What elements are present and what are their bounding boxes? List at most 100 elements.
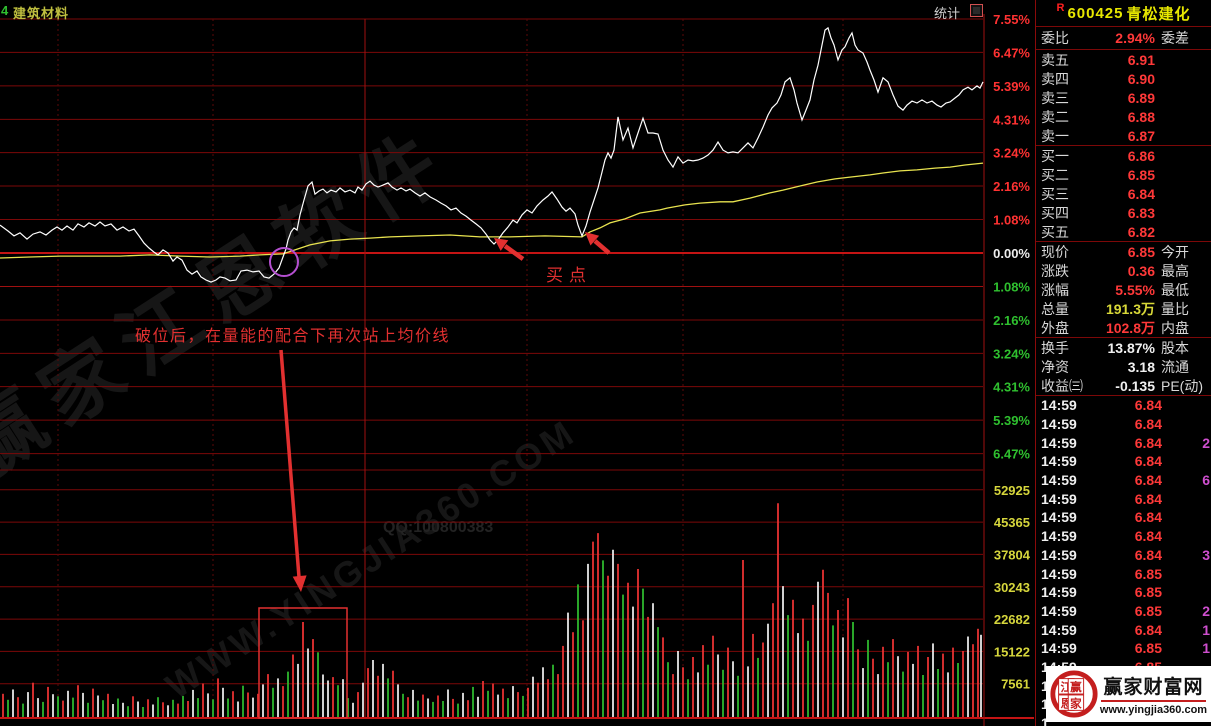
tick-price: 6.84 [1134, 453, 1162, 470]
buy-point-arrow-1-head [494, 238, 509, 251]
stat-right-label: 量比 [1161, 300, 1189, 317]
stat-row: 换手 13.87% 股本 [1036, 338, 1211, 357]
tick-row: 14:59 6.85 [1036, 583, 1211, 602]
stat-label: 现价 [1041, 243, 1069, 260]
buy-point-arrow-1 [503, 244, 525, 261]
tick-row: 14:59 6.84 6 [1036, 471, 1211, 490]
tick-price: 6.85 [1134, 584, 1162, 601]
tick-time: 14:59 [1041, 621, 1077, 638]
bid-level-row[interactable]: 买四 6.83 [1036, 203, 1211, 222]
stock-name: 青松建化 [1126, 5, 1191, 23]
ask-price: 6.88 [1127, 108, 1155, 125]
stock-header: R 600425 青松建化 [1036, 0, 1211, 27]
stat-label: 总量 [1041, 300, 1069, 317]
ask-level-row[interactable]: 卖三 6.89 [1036, 88, 1211, 107]
pct-axis-label: 2.16% [993, 179, 1030, 194]
bid-level-row[interactable]: 买五 6.82 [1036, 222, 1211, 241]
tick-time: 14:59 [1041, 472, 1077, 489]
volume-axis-label: 22682 [994, 612, 1030, 627]
tick-price: 6.84 [1134, 397, 1162, 414]
volume-axis-label: 45365 [994, 515, 1030, 530]
ask-levels: 卖五 6.91 卖四 6.90 卖三 6.89 卖二 6.88 卖一 6.87 [1036, 50, 1211, 146]
volume-pointer-arrow [279, 349, 301, 578]
rights-marker: R [1056, 2, 1065, 14]
bid-level-row[interactable]: 买三 6.84 [1036, 184, 1211, 203]
ask-level-row[interactable]: 卖一 6.87 [1036, 126, 1211, 145]
bid-price: 6.82 [1127, 223, 1155, 240]
ask-price: 6.91 [1127, 51, 1155, 68]
tick-row: 14:59 6.85 1 [1036, 639, 1211, 658]
ask-label: 卖一 [1041, 127, 1069, 144]
diagonal-watermark: WWW.YINGJIA360.COM [158, 411, 583, 707]
pct-axis-label: 1.08% [993, 213, 1030, 228]
tick-time: 1 [1041, 696, 1049, 713]
weibi-row: 委比 2.94% 委差 [1036, 27, 1211, 50]
tick-time: 14:59 [1041, 509, 1077, 526]
avg-price-line [0, 162, 984, 259]
tick-volume: 6 [1202, 472, 1210, 489]
tick-row: 14:59 6.84 1 [1036, 620, 1211, 639]
tick-price: 6.84 [1134, 472, 1162, 489]
stat-value: 191.3万 [1105, 300, 1155, 317]
sector-name-tab[interactable]: 建筑材料 [13, 6, 70, 21]
bid-level-row[interactable]: 买一 6.86 [1036, 146, 1211, 165]
stat-value: 13.87% [1107, 339, 1155, 356]
bid-price: 6.84 [1127, 185, 1155, 202]
stat-value: 0.36 [1127, 262, 1155, 279]
pct-axis-label: 3.24% [993, 346, 1030, 361]
statistics-window-icon[interactable] [970, 4, 983, 17]
stock-code: 600425 [1067, 4, 1124, 22]
site-url: www.yingjia360.com [1099, 704, 1208, 716]
ask-label: 卖五 [1041, 51, 1069, 68]
pct-axis-label: 2.16% [993, 313, 1030, 328]
diagonal-watermark: 赢家江恩软件 [0, 111, 467, 493]
tick-row-partial: 1 [1036, 695, 1211, 714]
volume-axis-label: 30243 [994, 580, 1030, 595]
ask-level-row[interactable]: 卖四 6.90 [1036, 69, 1211, 88]
tick-row: 14:59 6.84 [1036, 508, 1211, 527]
tick-time: 14:59 [1041, 584, 1077, 601]
tick-time: 14:59 [1041, 528, 1077, 545]
tick-time: 14:59 [1041, 434, 1077, 451]
tick-time: 1 [1041, 677, 1049, 694]
pct-axis-label: 5.39% [993, 79, 1030, 94]
tick-row: 14:59 6.85 [1036, 564, 1211, 583]
ask-level-row[interactable]: 卖二 6.88 [1036, 107, 1211, 126]
ask-label: 卖二 [1041, 108, 1069, 125]
tick-time: 14:59 [1041, 640, 1077, 657]
ask-level-row[interactable]: 卖五 6.91 [1036, 50, 1211, 69]
pct-axis-label: 5.39% [993, 413, 1030, 428]
svg-text:赢: 赢 [1070, 680, 1082, 694]
tick-price: 6.85 [1134, 602, 1162, 619]
tick-price: 6.84 [1134, 490, 1162, 507]
volume-highlight-box [258, 607, 348, 719]
stat-label: 净资 [1041, 358, 1069, 375]
tick-time: 14:59 [1041, 565, 1077, 582]
tick-volume: 1 [1202, 640, 1210, 657]
bid-price: 6.83 [1127, 204, 1155, 221]
statistics-button[interactable]: 统计 [934, 6, 961, 21]
stat-row: 涨跌 0.36 最高 [1036, 261, 1211, 280]
tick-price: 6.84 [1134, 621, 1162, 638]
stat-label: 换手 [1041, 339, 1069, 356]
volume-axis-label: 15122 [994, 644, 1030, 659]
stat-value: 6.85 [1127, 243, 1155, 260]
bid-level-row[interactable]: 买二 6.85 [1036, 165, 1211, 184]
site-name: 赢家财富网 [1103, 677, 1204, 698]
pct-axis-label: 3.24% [993, 146, 1030, 161]
bid-price: 6.86 [1127, 147, 1155, 164]
tick-time: 14:59 [1041, 490, 1077, 507]
stat-label: 涨幅 [1041, 281, 1069, 298]
stat-row: 现价 6.85 今开 [1036, 242, 1211, 261]
breakout-annotation: 破位后，在量能的配合下再次站上均价线 [135, 327, 450, 345]
tick-row: 14:59 6.84 [1036, 415, 1211, 434]
ask-label: 卖三 [1041, 89, 1069, 106]
tick-row-partial: 1 [1036, 714, 1211, 726]
qq-watermark: QQ:100800383 [383, 519, 493, 536]
tick-price: 6.84 [1134, 416, 1162, 433]
stat-right-label: 流通 [1161, 358, 1189, 375]
pct-axis-label: 4.31% [993, 112, 1030, 127]
stat-row: 收益㈢ -0.135 PE(动) [1036, 376, 1211, 395]
